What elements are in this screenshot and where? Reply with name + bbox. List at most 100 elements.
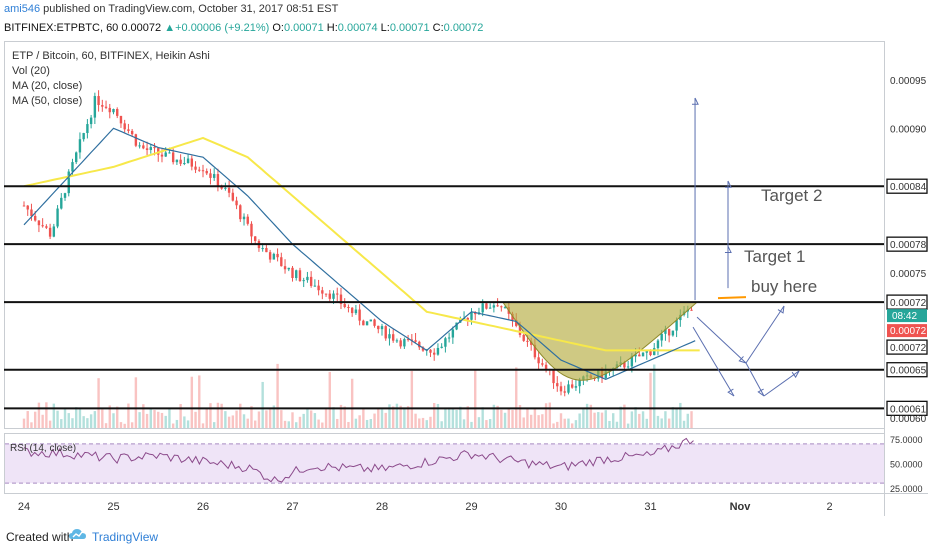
price-chart-svg[interactable]: Target 2 Target 1 buy here ETP / Bitcoin… — [4, 41, 928, 516]
time-axis[interactable]: 24 25 26 27 28 29 30 31 Nov 2 — [18, 501, 833, 513]
volume-bar — [626, 423, 630, 428]
candle-body — [544, 364, 548, 370]
candle-body — [328, 293, 331, 299]
volume-bar — [145, 413, 149, 428]
candle-body — [343, 303, 346, 308]
rsi-band — [5, 443, 884, 484]
price-tick: 0.00084 — [890, 182, 927, 193]
volume-bar — [645, 418, 648, 428]
arrow-head — [727, 388, 735, 397]
candle-body — [108, 107, 111, 113]
tradingview-brand[interactable]: TradingView — [92, 530, 159, 544]
time-tick: 24 — [18, 501, 30, 513]
volume-bar — [93, 411, 97, 428]
price-tick: 0.00095 — [890, 76, 927, 87]
volume-bar — [164, 415, 167, 428]
volume-bar — [552, 423, 555, 428]
volume-bar — [399, 405, 402, 428]
candle-body — [26, 205, 29, 210]
volume-bar — [265, 410, 268, 428]
low-label: L: — [380, 22, 390, 34]
candle-body — [485, 303, 488, 309]
candle-body — [119, 115, 123, 124]
chart-header: ami546 published on TradingView.com, Oct… — [0, 0, 932, 40]
tradingview-cloud-icon[interactable] — [68, 525, 88, 545]
volume-bar — [682, 420, 686, 428]
candle-body — [134, 134, 138, 146]
volume-bar — [511, 409, 514, 428]
volume-bar — [157, 411, 160, 428]
price-tick: 0.00090 — [890, 124, 927, 135]
author-link[interactable]: ami546 — [4, 3, 41, 15]
candle-body — [209, 173, 212, 178]
candle-body — [406, 339, 410, 341]
candle-body — [470, 312, 473, 320]
volume-bar — [60, 419, 63, 428]
volume-bar — [257, 411, 261, 428]
candle-body — [354, 309, 358, 314]
candle-body — [287, 267, 290, 270]
volume-bar — [75, 407, 78, 428]
volume-bar — [585, 403, 589, 428]
candle-body — [638, 354, 641, 357]
chart-area[interactable]: Target 2 Target 1 buy here ETP / Bitcoin… — [4, 41, 928, 516]
volume-bar — [56, 410, 59, 428]
candle-body — [653, 348, 656, 356]
volume-bar — [354, 418, 358, 428]
price-change: +0.00006 (+9.21%) — [175, 22, 270, 34]
candle-body — [33, 215, 37, 221]
volume-bar — [52, 403, 56, 428]
candle-body — [522, 334, 525, 341]
volume-bar — [503, 412, 507, 428]
volume-bar — [671, 407, 675, 428]
time-tick: Nov — [730, 501, 752, 513]
volume-bar — [518, 405, 522, 428]
volume-bar — [660, 418, 663, 428]
volume-bar — [567, 418, 570, 428]
candle-body — [410, 339, 414, 341]
volume-bar — [302, 413, 305, 428]
candle-body — [97, 96, 100, 106]
current-price-text: 0.00072 — [890, 326, 927, 337]
candle-body — [67, 171, 70, 194]
rsi-tick: 50.0000 — [890, 460, 923, 470]
candle-body — [481, 303, 484, 313]
time-tick: 31 — [644, 501, 656, 513]
volume-bar — [332, 407, 335, 428]
candle-body — [231, 192, 235, 201]
candle-body — [37, 220, 41, 226]
legend-vol: Vol (20) — [12, 65, 50, 77]
candle-body — [552, 369, 555, 384]
candle-body — [298, 270, 302, 282]
candle-body — [433, 352, 436, 355]
volume-bar — [358, 415, 361, 428]
volume-bar — [82, 416, 85, 428]
volume-bar — [675, 407, 678, 428]
volume-bar — [205, 407, 208, 428]
volume-bar — [224, 411, 227, 428]
candle-body — [45, 226, 48, 228]
candle-body — [246, 216, 249, 224]
candle-body — [574, 386, 578, 388]
volume-bar — [149, 408, 152, 428]
arrow-head — [757, 388, 765, 397]
volume-bar — [447, 407, 451, 428]
volume-bar — [231, 415, 235, 428]
candle-body — [309, 276, 313, 286]
volume-bar — [391, 406, 395, 428]
volume-bar — [254, 420, 257, 428]
volume-bar — [600, 412, 604, 428]
volume-bar — [63, 409, 67, 428]
arrow-head — [724, 180, 732, 188]
candle-body — [488, 307, 492, 309]
volume-bar — [429, 416, 432, 428]
volume-bar — [638, 413, 641, 428]
horizontal-levels — [4, 185, 884, 410]
candle-body — [429, 349, 432, 353]
volume-bar — [89, 414, 93, 428]
volume-bar — [664, 411, 667, 428]
volume-bar — [541, 414, 544, 428]
price-label-box — [886, 339, 928, 355]
candle-body — [130, 130, 134, 135]
candle-body — [660, 333, 663, 341]
